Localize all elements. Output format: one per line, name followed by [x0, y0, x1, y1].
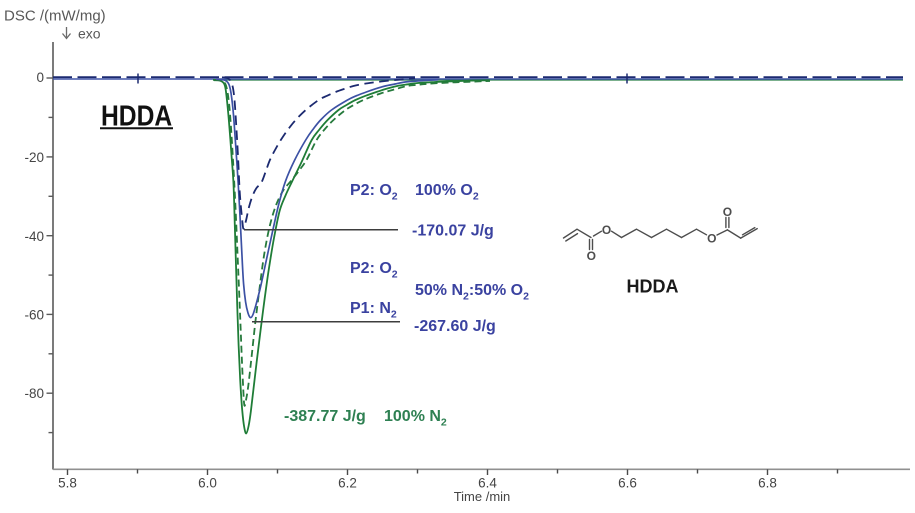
svg-text:-80: -80	[24, 386, 44, 401]
svg-text:-60: -60	[24, 308, 44, 323]
svg-text:5.8: 5.8	[58, 476, 77, 491]
svg-text:-20: -20	[24, 150, 44, 165]
svg-text:-170.07 J/g: -170.07 J/g	[412, 223, 494, 240]
svg-text:6.4: 6.4	[478, 476, 497, 491]
svg-text:O: O	[723, 205, 732, 219]
svg-text:O: O	[602, 223, 611, 237]
svg-text:0: 0	[36, 70, 44, 85]
svg-text:-267.60 J/g: -267.60 J/g	[414, 318, 496, 335]
svg-text:P2: O2: P2: O2	[350, 182, 398, 203]
svg-text:O: O	[707, 232, 716, 246]
svg-text:P1: N2: P1: N2	[350, 300, 397, 321]
svg-text:O: O	[587, 249, 596, 263]
svg-text:HDDA: HDDA	[627, 277, 679, 297]
svg-text:100% N2: 100% N2	[384, 408, 447, 429]
svg-text:6.0: 6.0	[198, 476, 217, 491]
svg-text:6.8: 6.8	[758, 476, 777, 491]
svg-text:P2: O2: P2: O2	[350, 260, 398, 281]
svg-text:exo: exo	[78, 26, 101, 42]
svg-text:6.2: 6.2	[338, 476, 357, 491]
svg-text:DSC /(mW/mg): DSC /(mW/mg)	[4, 8, 106, 25]
svg-text:HDDA: HDDA	[101, 99, 172, 131]
svg-text:-387.77 J/g: -387.77 J/g	[284, 408, 366, 425]
svg-text:6.6: 6.6	[618, 476, 637, 491]
svg-text:Time /min: Time /min	[454, 489, 511, 504]
svg-text:-40: -40	[24, 229, 44, 244]
svg-text:50% N2:50% O2: 50% N2:50% O2	[415, 282, 529, 303]
svg-text:100% O2: 100% O2	[415, 182, 479, 203]
